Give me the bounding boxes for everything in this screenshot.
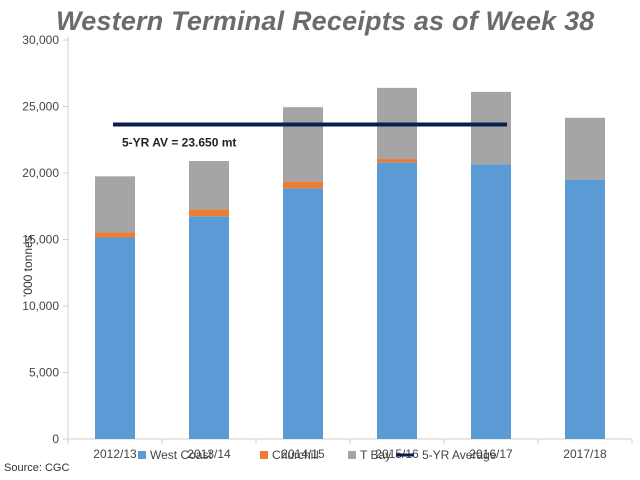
bar-churchill — [189, 209, 229, 217]
y-tick-label: 10,000 — [22, 299, 59, 313]
bar-west-coast — [189, 216, 229, 439]
y-tick-label: 30,000 — [22, 33, 59, 47]
legend-label-west-coast: West Coast — [150, 448, 212, 462]
x-tick-label: 2016/17 — [469, 447, 513, 461]
bar-churchill — [377, 159, 417, 163]
y-tick-label: 0 — [52, 432, 59, 446]
x-tick-label: 2012/13 — [93, 447, 137, 461]
y-tick-label: 20,000 — [22, 166, 59, 180]
legend-swatch-churchill — [260, 451, 268, 459]
y-tick-label: 5,000 — [29, 366, 59, 380]
legend-label-5-yr-average: 5-YR Average — [422, 448, 497, 462]
average-layer: 5-YR AV = 23.650 mt — [113, 122, 507, 149]
bar-t-bay — [283, 107, 323, 182]
average-annotation: 5-YR AV = 23.650 mt — [122, 135, 236, 149]
y-tick-label: 15,000 — [22, 233, 59, 247]
x-tick-label: 2013/14 — [187, 447, 231, 461]
axis-layer: 0 5,000 10,000 15,000 20,000 25,000 30,000 2012… — [22, 33, 633, 461]
x-tick-label: 2014/15 — [281, 447, 325, 461]
bars-layer — [95, 87, 605, 440]
legend-swatch-t-bay — [348, 451, 356, 459]
bar-t-bay — [95, 176, 135, 233]
bar-west-coast — [471, 164, 511, 440]
bar-churchill — [95, 232, 135, 238]
x-tick-label: 2017/18 — [563, 447, 607, 461]
source-note: Source: CGC — [4, 462, 70, 474]
bar-west-coast — [377, 162, 417, 440]
bar-t-bay — [471, 91, 511, 165]
legend: West Coast Churchill T Bay 5-YR Average — [138, 448, 497, 462]
y-tick-label: 25,000 — [22, 100, 59, 114]
bar-west-coast — [283, 188, 323, 439]
bar-t-bay — [565, 117, 605, 180]
bar-west-coast — [95, 237, 135, 439]
legend-label-churchill: Churchill — [272, 448, 319, 462]
legend-label-t-bay: T Bay — [360, 448, 391, 462]
bar-west-coast — [565, 179, 605, 439]
bar-churchill — [283, 181, 323, 189]
bar-t-bay — [189, 161, 229, 210]
chart-title: Western Terminal Receipts as of Week 38 — [56, 6, 595, 36]
legend-swatch-west-coast — [138, 451, 146, 459]
